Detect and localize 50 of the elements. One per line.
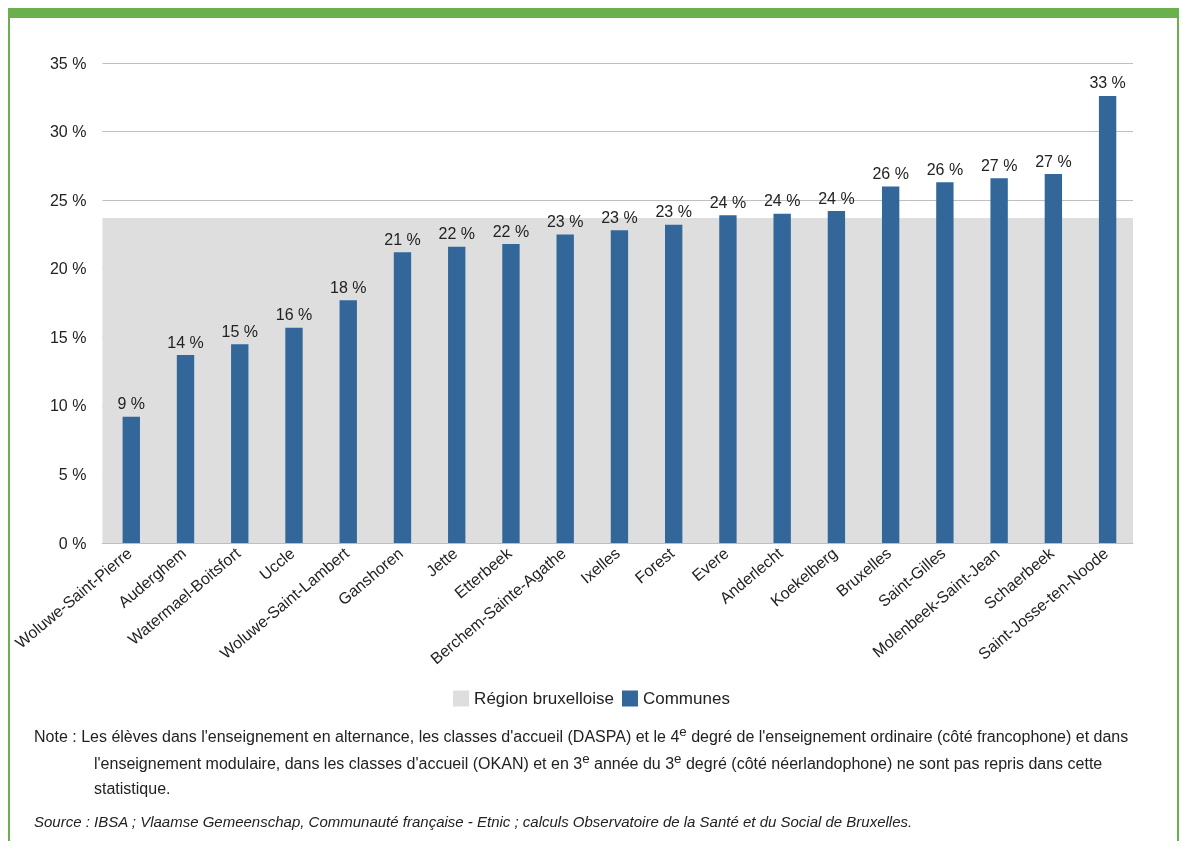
text: Note : Les élèves dans l'enseignement en alternance, les classes d'accueil (DASPA) et le 4$^{e}$ degré de l'enseignement ordinaire (côté francophone) et dans l'enseignement modulaire, dans les classes d'accueil (OKAN) et en 3$^{e}$ année du 3$^{e}$ degré (côté néerlandophone) ne sont pas repris dans cette statistique.: [34, 724, 1129, 797]
legend-label: Région bruxelloise: [474, 689, 614, 708]
bar: [231, 344, 249, 543]
data-label: 24 %: [818, 189, 855, 207]
data-label: 22 %: [438, 225, 475, 243]
bar: [339, 300, 357, 543]
bar: [176, 355, 195, 543]
data-label: 16 %: [275, 306, 313, 324]
data-label: 24 %: [709, 193, 747, 211]
y-tick-label: 0 %: [58, 534, 87, 552]
bar: [448, 246, 466, 543]
legend-label: Communes: [642, 689, 730, 708]
bar: [936, 182, 954, 543]
bar: [556, 234, 574, 543]
data-label: 9 %: [117, 395, 146, 413]
data-label: 14 %: [167, 333, 204, 351]
bar: [827, 211, 846, 543]
data-label: 26 %: [926, 160, 964, 178]
data-label: 27 %: [1035, 152, 1072, 170]
y-tick-label: 10 %: [49, 397, 87, 415]
bar: [881, 186, 900, 543]
data-label: 23 %: [546, 212, 584, 230]
data-label: 22 %: [492, 222, 530, 240]
bar: [990, 178, 1008, 543]
bar: [502, 244, 520, 543]
data-label: 27 %: [980, 156, 1018, 174]
bar: [285, 327, 303, 543]
data-label: 33 %: [1089, 74, 1126, 92]
data-label: 23 %: [655, 203, 692, 221]
data-label: 26 %: [872, 164, 909, 182]
y-tick-label: 35 %: [49, 54, 87, 72]
bar: [393, 252, 412, 543]
data-label: 23 %: [601, 208, 638, 226]
bar: [719, 215, 737, 543]
y-tick-label: 5 %: [58, 465, 87, 483]
y-tick-label: 30 %: [49, 123, 87, 141]
bar: [1098, 95, 1117, 543]
bar: [665, 224, 683, 543]
source-note: Source : IBSA ; Vlaamse Gemeenschap, Communauté française - Etnic ; calculs Observatoire de la Santé et du Social de Bruxelles.: [34, 811, 914, 832]
data-label: 18 %: [330, 278, 367, 296]
y-tick-label: 15 %: [49, 328, 87, 346]
bar: [773, 213, 791, 543]
bar: [1044, 174, 1063, 543]
y-tick-label: 25 %: [49, 191, 87, 209]
bar: [122, 416, 140, 543]
data-label: 24 %: [763, 192, 801, 210]
data-label: 15 %: [221, 322, 258, 340]
data-label: 21 %: [384, 230, 421, 248]
bar: [610, 230, 629, 543]
y-tick-label: 20 %: [49, 260, 87, 278]
